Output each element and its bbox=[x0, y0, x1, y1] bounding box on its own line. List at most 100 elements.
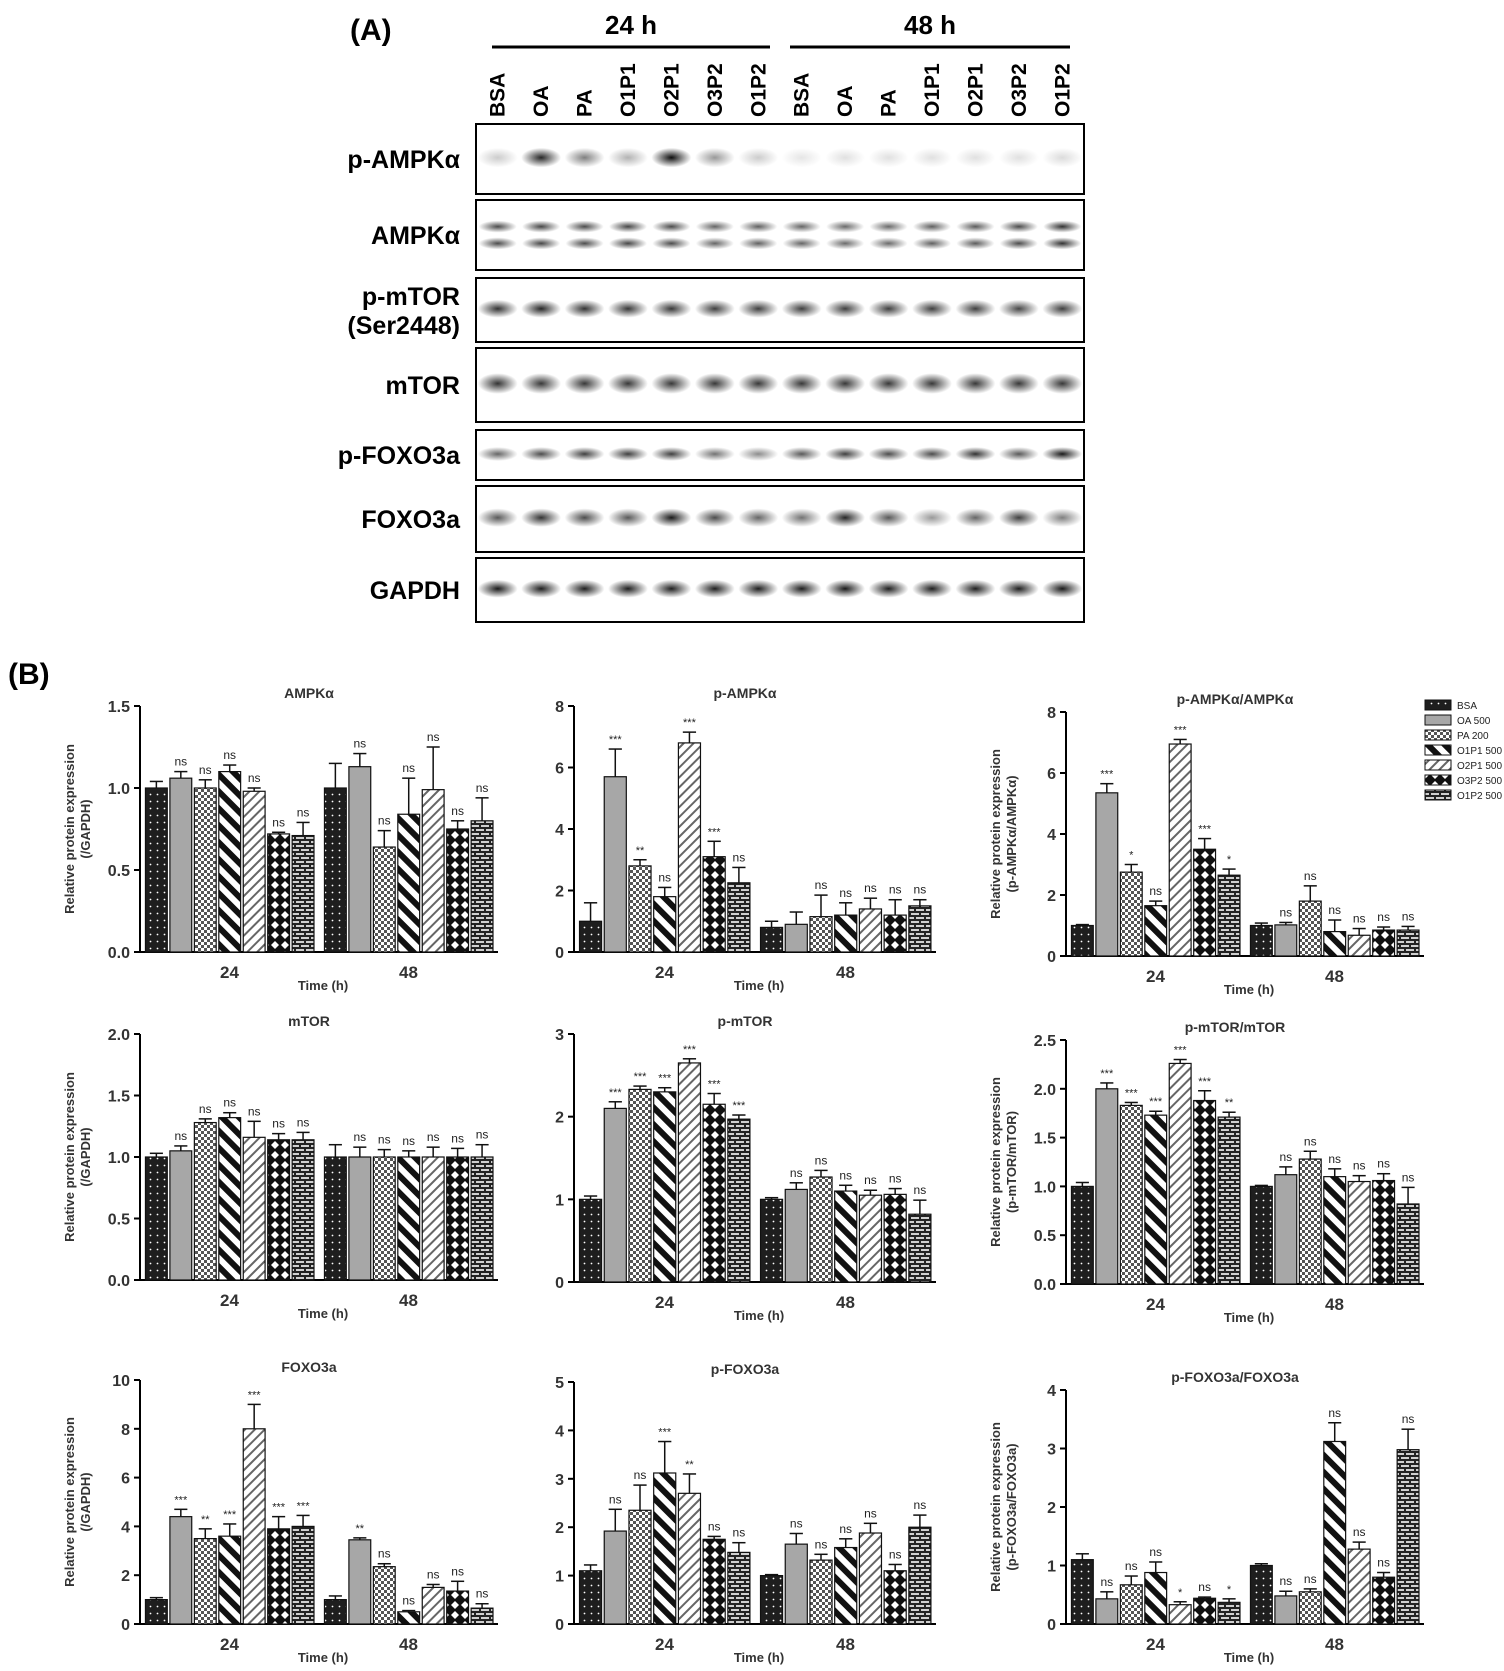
y-axis-label: (/GAPDH) bbox=[78, 1127, 93, 1186]
x-category-label: 24 bbox=[655, 1635, 674, 1654]
significance-label: ns bbox=[378, 814, 391, 828]
blot-band bbox=[608, 447, 648, 461]
blot-band bbox=[781, 579, 822, 598]
y-tick-label: 4 bbox=[121, 1519, 130, 1536]
y-axis-label: Relative protein expression bbox=[988, 749, 1003, 919]
y-axis-label: (/GAPDH) bbox=[78, 799, 93, 858]
y-axis-label: Relative protein expression bbox=[62, 744, 77, 914]
blot-row-label: (Ser2448) bbox=[347, 312, 460, 340]
blot-band bbox=[608, 508, 648, 527]
blot-row-label: AMPKα bbox=[371, 222, 461, 250]
bar bbox=[323, 787, 347, 953]
blot-band bbox=[1042, 508, 1083, 527]
bar bbox=[323, 1156, 347, 1281]
blot-band bbox=[608, 579, 648, 598]
y-tick-label: 8 bbox=[1047, 705, 1056, 722]
bar bbox=[653, 896, 677, 953]
lane-label: O2P1 bbox=[964, 63, 987, 117]
chart-title: AMPKα bbox=[284, 685, 334, 701]
bar bbox=[169, 1516, 193, 1625]
bar bbox=[653, 1472, 677, 1625]
bar bbox=[1144, 1571, 1168, 1625]
bar bbox=[470, 1607, 494, 1625]
y-tick-label: 2 bbox=[555, 1110, 564, 1127]
bar bbox=[169, 1150, 193, 1281]
blot-band bbox=[1042, 373, 1083, 394]
x-category-label: 24 bbox=[220, 1635, 239, 1654]
bar bbox=[348, 1156, 372, 1281]
blot-band bbox=[1042, 447, 1083, 461]
significance-label: ns bbox=[476, 1128, 489, 1142]
bar bbox=[1168, 1062, 1192, 1285]
x-category-label: 24 bbox=[655, 1293, 674, 1312]
significance-label: *** bbox=[1174, 1045, 1188, 1057]
blot-band bbox=[564, 447, 605, 461]
bar bbox=[1396, 1449, 1420, 1625]
x-category-label: 48 bbox=[1325, 967, 1344, 986]
bar bbox=[193, 787, 217, 953]
legend-label: OA 500 bbox=[1457, 716, 1491, 727]
significance-label: ns bbox=[427, 730, 440, 744]
significance-label: ** bbox=[636, 845, 645, 857]
bar bbox=[784, 923, 808, 953]
lane-label: PA bbox=[878, 89, 901, 117]
bar bbox=[1168, 743, 1192, 957]
chart-title: p-mTOR bbox=[718, 1013, 773, 1029]
panel-label-a: (A) bbox=[350, 14, 392, 47]
significance-label: * bbox=[1178, 1587, 1183, 1599]
significance-label: ns bbox=[353, 1130, 366, 1144]
blot-band bbox=[651, 299, 692, 318]
y-tick-label: 1.0 bbox=[1034, 1179, 1056, 1196]
blot-band bbox=[1043, 237, 1082, 250]
blot-band bbox=[781, 508, 822, 527]
blot-band bbox=[956, 220, 995, 233]
blot-band bbox=[955, 373, 996, 394]
blot-band bbox=[694, 373, 735, 394]
blot-band bbox=[564, 299, 605, 318]
bar bbox=[242, 1428, 266, 1625]
significance-label: ns bbox=[1304, 1134, 1317, 1148]
lane-label: O1P1 bbox=[617, 63, 640, 117]
bar bbox=[1193, 1099, 1217, 1285]
y-tick-label: 4 bbox=[555, 1423, 564, 1440]
bar bbox=[1095, 792, 1119, 957]
bar bbox=[348, 1539, 372, 1625]
x-category-label: 48 bbox=[1325, 1635, 1344, 1654]
y-tick-label: 3 bbox=[555, 1472, 564, 1489]
bar bbox=[1274, 1595, 1298, 1625]
blot-band bbox=[955, 447, 996, 461]
significance-label: ns bbox=[297, 805, 310, 819]
lane-label: OA bbox=[530, 86, 553, 118]
significance-label: ns bbox=[378, 1547, 391, 1561]
bar bbox=[1070, 1185, 1094, 1285]
bar bbox=[267, 1528, 291, 1625]
bar bbox=[372, 1566, 396, 1625]
bar bbox=[242, 1136, 266, 1281]
y-tick-label: 2.0 bbox=[1034, 1082, 1056, 1099]
significance-label: ns bbox=[708, 1519, 721, 1533]
y-tick-label: 1.0 bbox=[108, 781, 130, 798]
significance-label: *** bbox=[609, 734, 623, 746]
blot-band bbox=[608, 373, 648, 394]
bar bbox=[759, 1574, 784, 1625]
significance-label: *** bbox=[1149, 1096, 1163, 1108]
legend-swatch bbox=[1424, 744, 1452, 756]
significance-label: ns bbox=[402, 761, 415, 775]
significance-label: ns bbox=[1279, 1574, 1292, 1588]
significance-label: *** bbox=[683, 717, 697, 729]
blot-band bbox=[738, 373, 779, 394]
bar bbox=[1119, 1104, 1143, 1285]
bar bbox=[1347, 934, 1371, 957]
y-tick-label: 0 bbox=[1047, 1617, 1056, 1634]
bar bbox=[1144, 905, 1168, 957]
blot-band bbox=[477, 373, 518, 394]
bar bbox=[858, 1194, 883, 1283]
blot-row-label: mTOR bbox=[385, 372, 460, 400]
bar bbox=[702, 1538, 726, 1625]
blot-band bbox=[1042, 579, 1083, 598]
bar bbox=[267, 833, 291, 953]
significance-label: *** bbox=[1100, 769, 1114, 781]
bar bbox=[1323, 1440, 1347, 1625]
y-tick-label: 1.0 bbox=[108, 1150, 130, 1167]
bar bbox=[372, 846, 396, 953]
